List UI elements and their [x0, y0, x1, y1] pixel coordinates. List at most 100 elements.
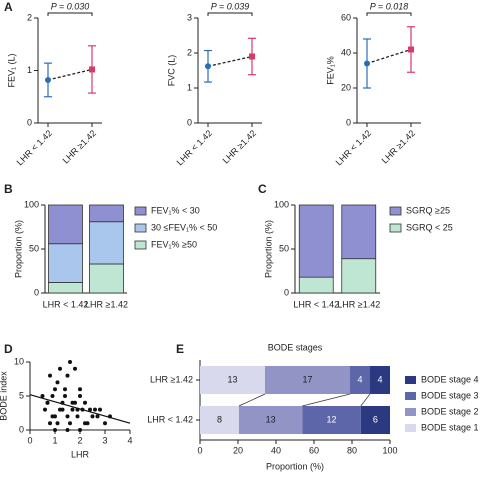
panel-label: C	[258, 182, 267, 196]
panel-label: E	[176, 342, 184, 356]
scatter-point	[65, 373, 70, 378]
scatter-point	[103, 421, 107, 426]
scatter-point	[45, 400, 50, 405]
scatter-point	[90, 414, 95, 419]
y-tick-label: 20	[341, 82, 351, 92]
bar-segment	[298, 204, 334, 278]
legend-label: FEV₁% ≥50	[151, 239, 197, 249]
legend-swatch	[405, 392, 416, 400]
y-tick-label: 100	[274, 199, 289, 209]
p-value: P = 0.030	[51, 1, 89, 11]
scatter-point	[40, 394, 45, 398]
x-tick-label: LHR < 1.42	[175, 128, 214, 167]
y-tick-label: LHR < 1.42	[147, 414, 193, 424]
bar-segment	[200, 406, 239, 434]
connector	[360, 393, 371, 407]
legend-label: FEV₁% < 30	[151, 205, 200, 215]
value-label: 4	[357, 374, 362, 384]
bar-segment	[89, 221, 124, 265]
y-axis-label: FVC (L)	[166, 55, 176, 87]
x-tick-label: 2	[77, 435, 82, 445]
scatter-point	[48, 421, 52, 426]
scatter-point	[50, 394, 55, 398]
x-tick-label: 0	[197, 445, 202, 455]
x-tick-label: 80	[347, 445, 357, 455]
panel-label: B	[4, 182, 13, 196]
legend-swatch	[389, 223, 402, 233]
x-tick-label: LHR ≥1.42	[221, 128, 258, 165]
bar-segment	[48, 204, 83, 245]
legend-swatch	[405, 376, 416, 384]
y-tick-label: 100	[24, 199, 39, 209]
p-value: P = 0.018	[370, 1, 408, 11]
scatter-point	[65, 428, 70, 432]
bar-segment	[89, 204, 124, 223]
significance-bracket	[47, 12, 93, 16]
y-tick-label: 50	[29, 243, 39, 253]
scatter-point	[83, 400, 87, 405]
y-tick-label: 2	[187, 47, 192, 57]
y-tick-label: 0	[19, 424, 24, 434]
y-tick-label: 1	[27, 65, 32, 75]
y-tick-label: 0	[187, 117, 192, 127]
x-tick-label: LHR < 1.42	[15, 128, 54, 167]
bar-segment	[265, 366, 350, 394]
scatter-point	[70, 407, 75, 412]
mean-link	[207, 55, 253, 67]
x-axis-label: LHR	[71, 449, 90, 459]
connector	[302, 393, 351, 407]
legend-label: 30 ≤FEV₁% < 50	[151, 222, 217, 232]
x-tick-label: LHR < 1.42	[43, 299, 89, 309]
y-tick-label: 0	[34, 287, 39, 297]
legend-swatch	[405, 408, 416, 416]
panel-label: D	[4, 342, 13, 356]
bar-segment	[370, 366, 390, 394]
p-value: P = 0.039	[211, 1, 249, 11]
x-axis-label: Proportion (%)	[266, 461, 324, 471]
y-axis-label: FEV₁ (L)	[6, 53, 16, 87]
scatter-point	[53, 428, 57, 432]
value-label: 6	[373, 414, 378, 424]
scatter-point	[88, 407, 92, 412]
trend-line	[29, 394, 131, 424]
legend-swatch	[134, 240, 147, 250]
y-tick-label: 0	[346, 117, 351, 127]
scatter-point	[73, 366, 77, 371]
mean-point	[364, 60, 370, 67]
scatter-point	[63, 394, 67, 398]
y-tick-label: LHR ≥1.42	[150, 374, 193, 384]
legend-label: BODE stage 1	[421, 422, 479, 432]
mean-point	[89, 66, 95, 73]
value-label: 4	[377, 374, 382, 384]
value-label: 13	[266, 414, 276, 424]
legend-swatch	[405, 424, 416, 432]
legend-label: BODE stage 4	[421, 374, 479, 384]
scatter-point	[73, 400, 77, 405]
significance-bracket	[366, 12, 412, 16]
y-tick-label: 60	[341, 12, 351, 22]
scatter-point	[78, 394, 82, 398]
scatter-point	[50, 414, 55, 419]
bar-segment	[89, 263, 124, 294]
scatter-point	[55, 421, 60, 426]
scatter-point	[68, 421, 72, 426]
x-tick-label: LHR < 1.42	[334, 128, 373, 167]
bar-segment	[341, 258, 377, 294]
legend-label: BODE stage 2	[421, 406, 479, 416]
bar-segment	[360, 406, 390, 434]
value-label: 12	[327, 414, 337, 424]
x-tick-label: 3	[102, 435, 107, 445]
y-axis-label: Proportion (%)	[263, 220, 273, 278]
bar-segment	[341, 204, 377, 260]
legend-swatch	[389, 206, 402, 216]
x-tick-label: 60	[309, 445, 319, 455]
value-label: 8	[217, 414, 222, 424]
scatter-point	[98, 407, 102, 412]
legend-label: SGRQ ≥25	[406, 205, 450, 215]
x-tick-label: LHR ≥1.42	[380, 128, 417, 165]
significance-bracket	[207, 12, 253, 16]
mean-point	[205, 63, 211, 70]
y-tick-label: 5	[19, 390, 24, 400]
